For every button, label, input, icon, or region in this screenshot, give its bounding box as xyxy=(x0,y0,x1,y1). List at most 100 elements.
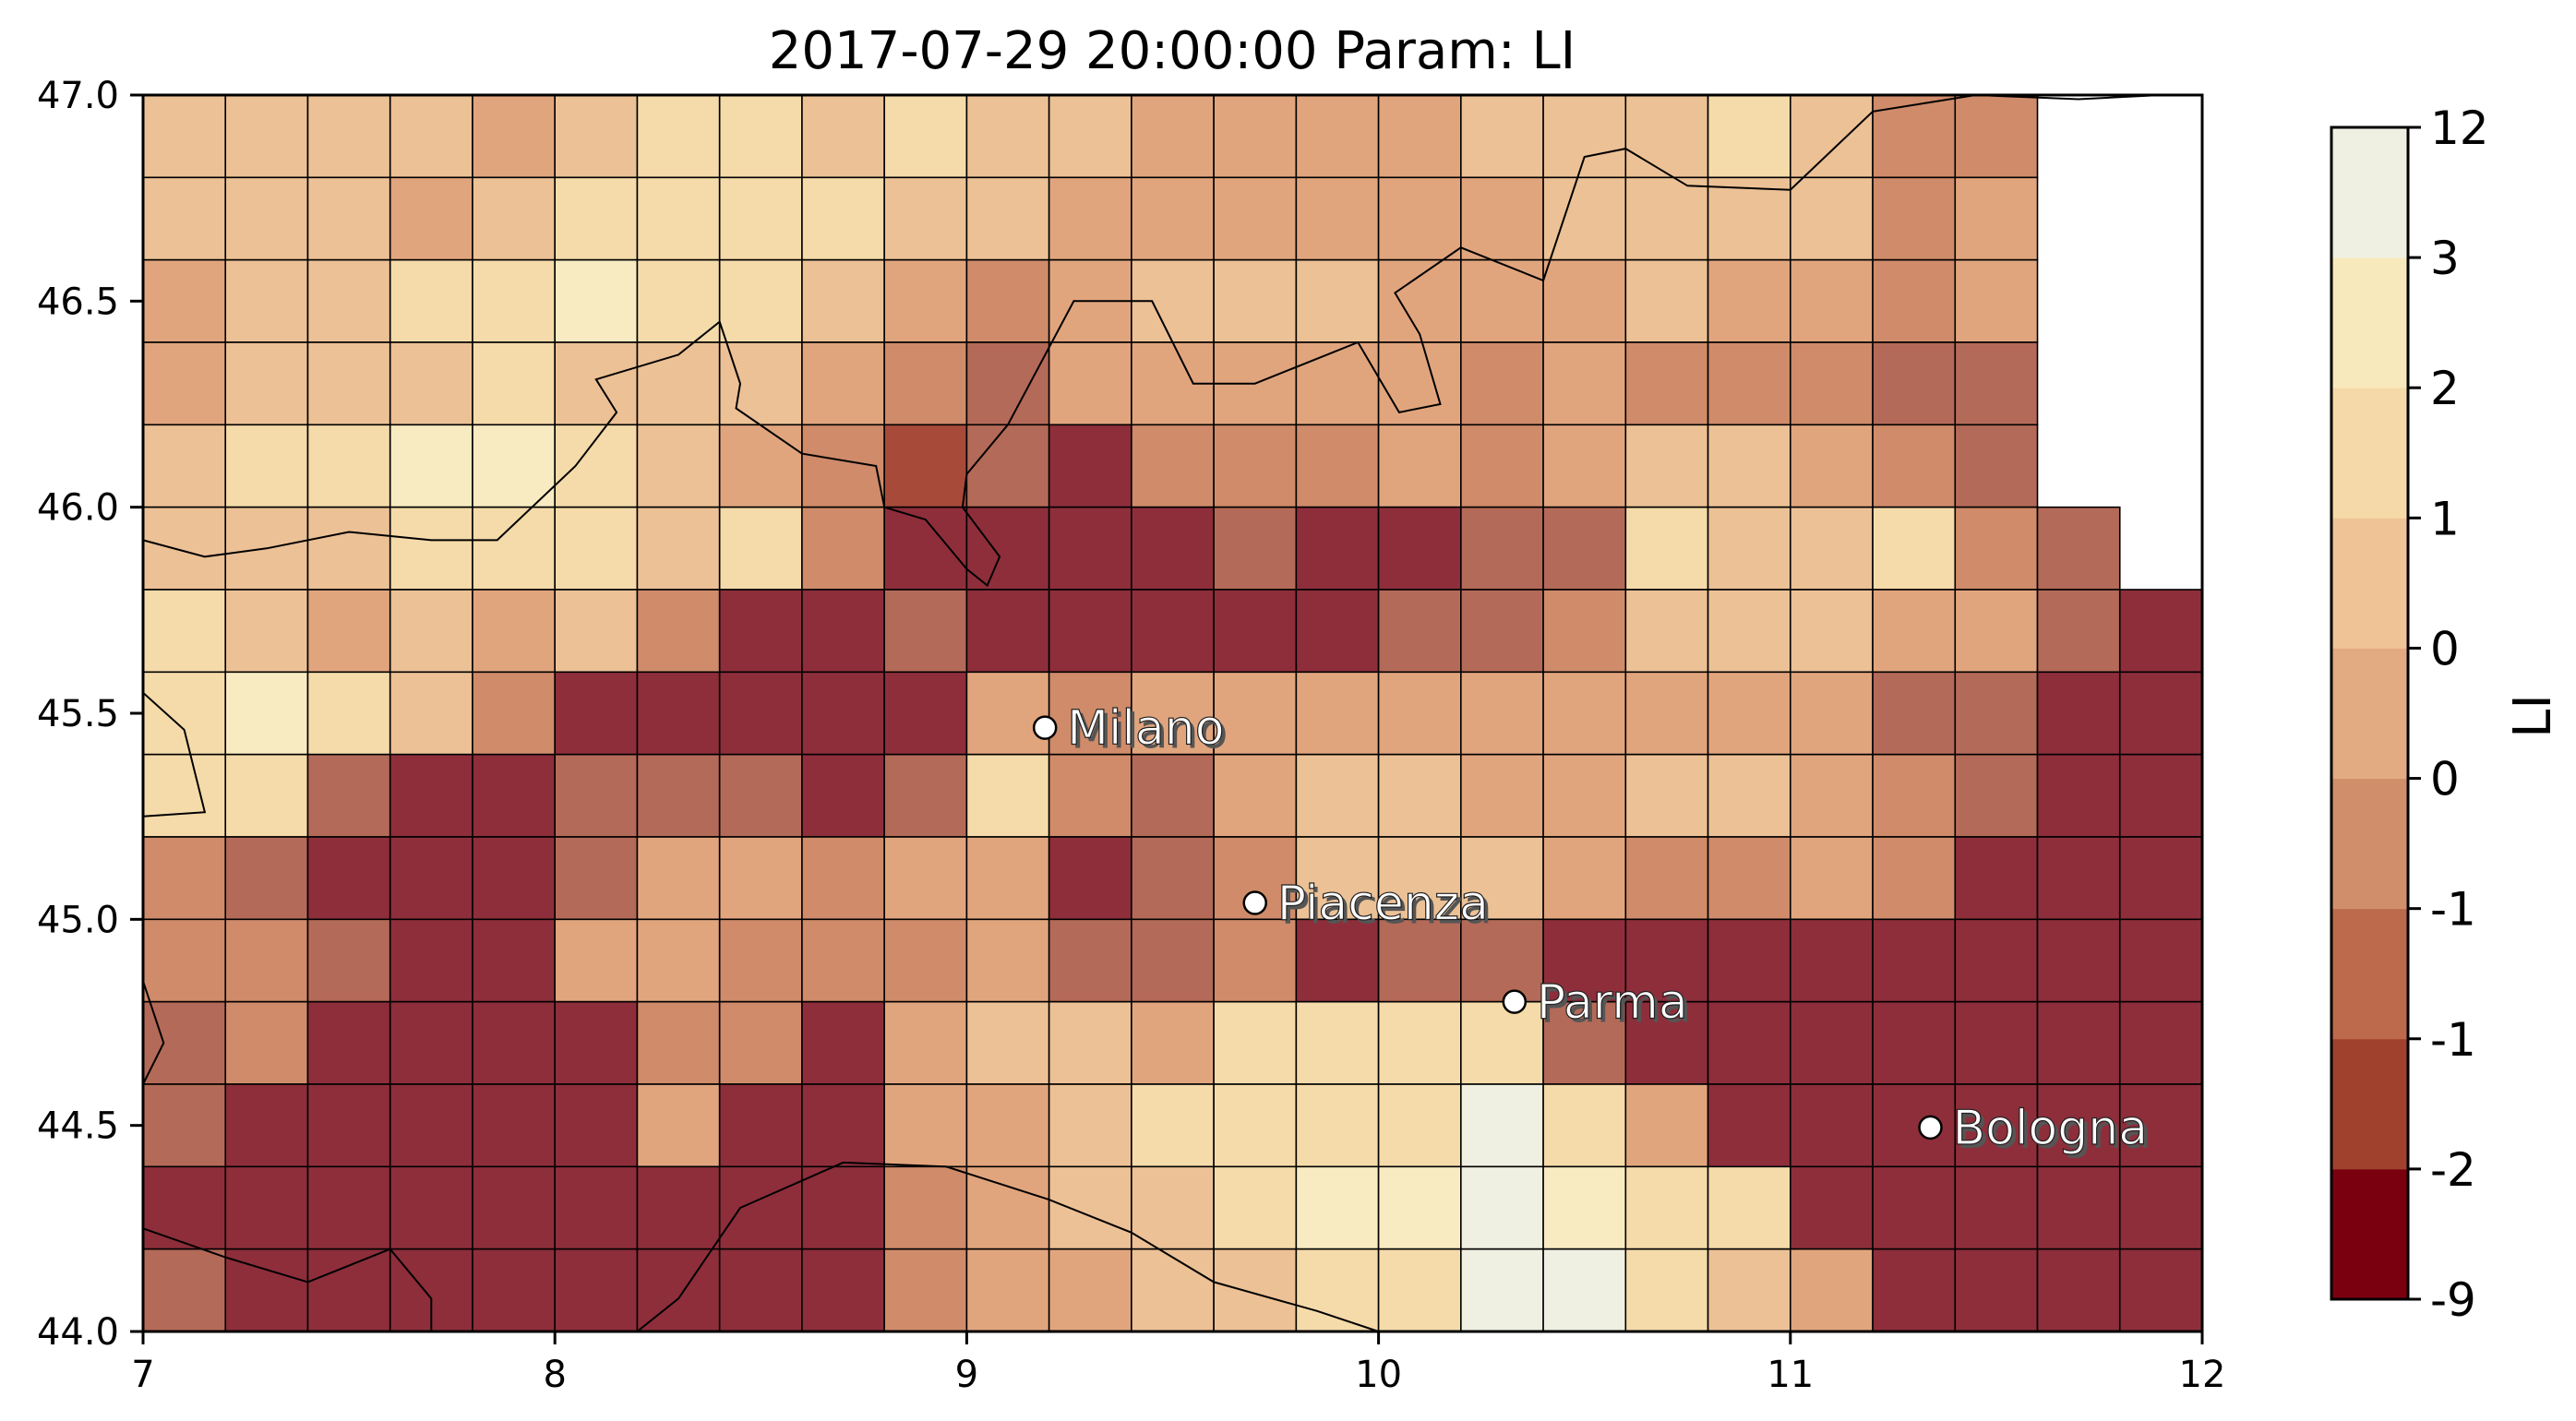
heatmap-cell xyxy=(1213,753,1298,838)
heatmap-cell xyxy=(1624,1083,1709,1168)
heatmap-cell xyxy=(1872,1083,1957,1168)
heatmap-cell xyxy=(472,424,556,508)
heatmap-cell xyxy=(1460,1165,1544,1250)
heatmap-cell xyxy=(883,1000,968,1085)
heatmap-cell xyxy=(1790,589,1874,674)
heatmap-cell xyxy=(1213,94,1298,179)
heatmap-cell xyxy=(718,341,803,426)
heatmap-cell xyxy=(2036,836,2121,921)
heatmap-cell xyxy=(1790,1083,1874,1168)
heatmap-cell xyxy=(1048,753,1132,838)
heatmap-cell xyxy=(306,836,391,921)
heatmap-cell xyxy=(306,258,391,343)
heatmap-cell xyxy=(224,176,309,261)
heatmap-cell xyxy=(1295,836,1380,921)
heatmap-cell xyxy=(1377,341,1462,426)
heatmap-cell xyxy=(554,1000,639,1085)
heatmap-cell xyxy=(801,753,885,838)
colorbar-segment xyxy=(2331,518,2408,649)
colorbar-tick-label: 0 xyxy=(2430,753,2460,806)
heatmap-cell xyxy=(142,1248,227,1332)
heatmap-cell xyxy=(2036,918,2121,1003)
heatmap-cell xyxy=(1542,671,1627,756)
heatmap-cell xyxy=(1542,918,1627,1003)
heatmap-cell xyxy=(718,1000,803,1085)
heatmap-cell xyxy=(1624,671,1709,756)
heatmap-cell xyxy=(1460,424,1544,508)
heatmap-cell xyxy=(472,1083,556,1168)
heatmap-cell xyxy=(2036,1000,2121,1085)
heatmap-cell xyxy=(1790,836,1874,921)
heatmap-cell xyxy=(472,671,556,756)
heatmap-cell xyxy=(965,258,1050,343)
heatmap-cell xyxy=(389,506,473,591)
heatmap-cell xyxy=(2118,753,2203,838)
heatmap-cell xyxy=(1542,176,1627,261)
heatmap-cell xyxy=(1707,1083,1791,1168)
chart-title: 2017-07-29 20:00:00 Param: LI xyxy=(769,21,1576,81)
heatmap-cell xyxy=(718,506,803,591)
heatmap-cell xyxy=(306,1165,391,1250)
heatmap-cell xyxy=(965,1000,1050,1085)
heatmap-cell xyxy=(718,836,803,921)
heatmap-cell xyxy=(554,94,639,179)
heatmap-cell xyxy=(636,258,721,343)
heatmap-cell xyxy=(1954,1000,2039,1085)
heatmap-cell xyxy=(718,176,803,261)
heatmap-cell xyxy=(1131,1083,1215,1168)
heatmap-cell xyxy=(1542,506,1627,591)
heatmap-cell xyxy=(801,176,885,261)
heatmap-cells xyxy=(142,94,2203,1332)
heatmap-cell xyxy=(1542,341,1627,426)
heatmap-cell xyxy=(1542,1000,1627,1085)
heatmap-cell xyxy=(1460,1000,1544,1085)
heatmap-cell xyxy=(306,671,391,756)
heatmap-cell xyxy=(1707,1248,1791,1332)
heatmap-cell xyxy=(472,1248,556,1332)
heatmap-cell xyxy=(554,753,639,838)
heatmap-cell xyxy=(636,589,721,674)
heatmap-cell xyxy=(1460,176,1544,261)
heatmap-cell xyxy=(1624,918,1709,1003)
heatmap-cell xyxy=(2118,671,2203,756)
heatmap-cell xyxy=(1213,424,1298,508)
heatmap-cell xyxy=(1954,671,2039,756)
heatmap-cell xyxy=(1131,1000,1215,1085)
heatmap-cell xyxy=(1707,671,1791,756)
city-marker xyxy=(1032,715,1058,740)
heatmap-cell xyxy=(1872,176,1957,261)
heatmap-cell xyxy=(142,258,227,343)
city-label-text: Milano xyxy=(1067,701,1224,757)
heatmap-cell xyxy=(306,1000,391,1085)
heatmap-cell xyxy=(142,1165,227,1250)
heatmap-cell xyxy=(1542,753,1627,838)
heatmap-cell xyxy=(142,836,227,921)
heatmap-cell xyxy=(883,836,968,921)
heatmap-cell xyxy=(965,918,1050,1003)
heatmap-cell xyxy=(306,424,391,508)
heatmap-cell xyxy=(2118,589,2203,674)
heatmap-cell xyxy=(1954,341,2039,426)
heatmap-cell xyxy=(1131,424,1215,508)
heatmap-cell xyxy=(1295,1083,1380,1168)
heatmap-cell xyxy=(142,1000,227,1085)
heatmap-cell xyxy=(883,671,968,756)
heatmap-cell xyxy=(1295,94,1380,179)
heatmap-cell xyxy=(1707,341,1791,426)
border-line xyxy=(142,93,2162,588)
heatmap-cell xyxy=(1295,671,1380,756)
heatmap-cell xyxy=(1542,836,1627,921)
heatmap-cell xyxy=(472,1000,556,1085)
colorbar-tick-label: -1 xyxy=(2430,883,2476,937)
border-line xyxy=(636,1161,1379,1332)
heatmap-cell xyxy=(224,94,309,179)
heatmap-cell xyxy=(1954,589,2039,674)
heatmap-cell xyxy=(1295,1165,1380,1250)
colorbar-segment xyxy=(2331,127,2408,258)
heatmap-cell xyxy=(2118,1000,2203,1085)
heatmap-cell xyxy=(306,506,391,591)
colorbar-segment xyxy=(2331,648,2408,780)
heatmap-cell xyxy=(224,424,309,508)
heatmap-cell xyxy=(1790,753,1874,838)
